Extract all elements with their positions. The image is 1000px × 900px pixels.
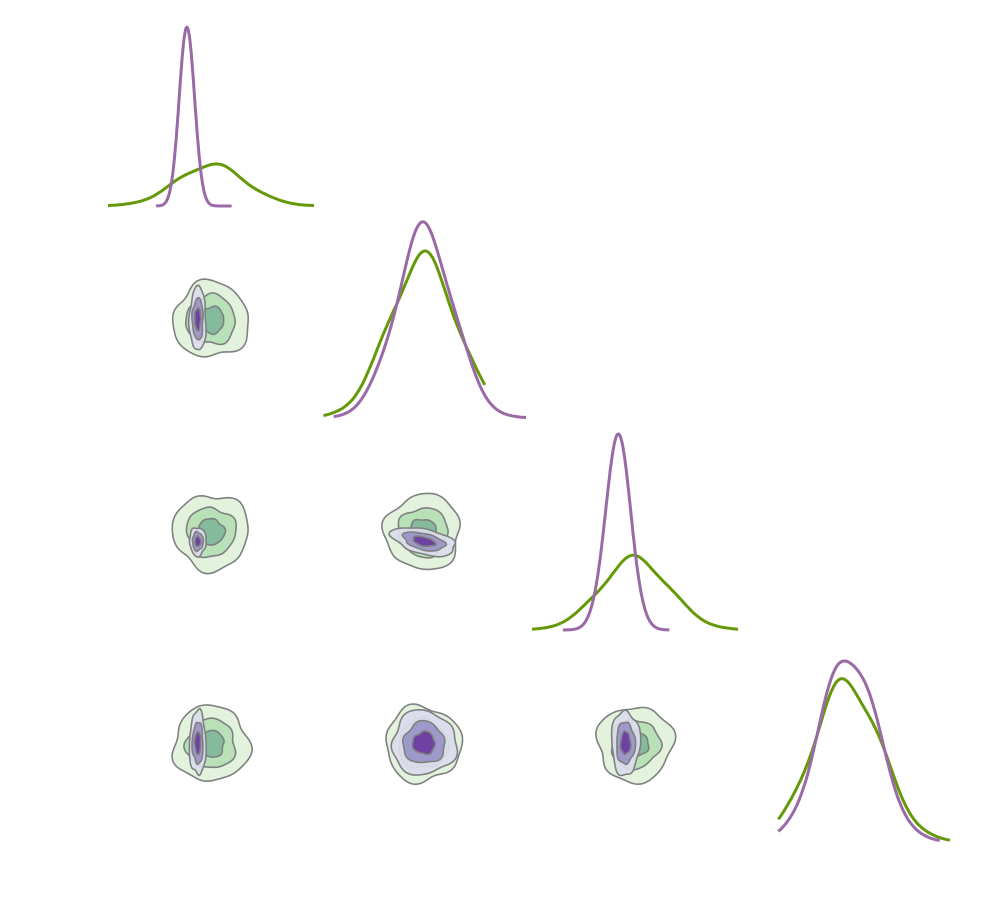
marginal-line-green-p3 [531, 553, 739, 631]
contour-purple-level-3 [619, 730, 632, 756]
contour-purple-level-3 [194, 307, 202, 332]
marginal-line-purple-p2 [333, 220, 527, 419]
marginal-line-purple-p1 [155, 25, 233, 208]
contour-panel-p2-p4 [385, 703, 464, 786]
marginal-panel-p4 [777, 659, 951, 842]
contour-panel-p3-p4 [594, 706, 677, 786]
contour-panel-p2-p3 [380, 492, 462, 571]
contour-panel-p1-p3 [171, 494, 249, 575]
contour-panel-p1-p4 [171, 704, 253, 783]
contour-purple-level-3 [193, 730, 202, 756]
marginal-panel-p1 [107, 25, 315, 208]
marginal-line-green-p4 [777, 677, 951, 842]
marginal-line-purple-p4 [777, 659, 941, 842]
marginal-panel-p3 [531, 432, 739, 632]
contour-purple-level-3 [194, 535, 202, 548]
marginal-line-green-p1 [107, 162, 315, 208]
contour-purple-level-3 [412, 535, 438, 548]
contour-purple-level-3 [411, 730, 437, 756]
marginal-line-green-p2 [322, 249, 487, 417]
contour-panel-p1-p2 [171, 278, 249, 358]
marginal-panel-p2 [322, 220, 527, 419]
marginal-line-purple-p3 [562, 432, 671, 632]
